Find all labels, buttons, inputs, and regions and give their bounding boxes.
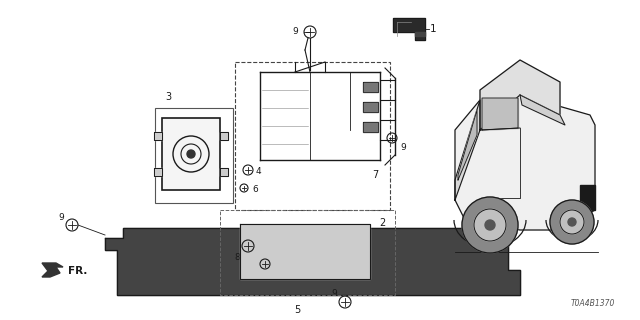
- Circle shape: [187, 150, 195, 158]
- Text: 9: 9: [58, 213, 64, 222]
- Text: 1: 1: [430, 24, 436, 34]
- Text: 9: 9: [292, 28, 298, 36]
- Polygon shape: [240, 224, 370, 279]
- Bar: [155, 108, 233, 203]
- Text: 3: 3: [165, 92, 171, 102]
- Polygon shape: [42, 263, 63, 277]
- Polygon shape: [415, 32, 425, 36]
- Text: 5: 5: [294, 305, 300, 315]
- Text: 9: 9: [400, 143, 406, 153]
- Polygon shape: [455, 95, 595, 230]
- Circle shape: [568, 218, 576, 226]
- Polygon shape: [480, 60, 560, 130]
- Polygon shape: [363, 82, 378, 92]
- Polygon shape: [363, 122, 378, 132]
- Bar: [162, 118, 220, 190]
- Text: 7: 7: [372, 170, 378, 180]
- Circle shape: [560, 210, 584, 234]
- Polygon shape: [455, 100, 480, 200]
- Text: T0A4B1370: T0A4B1370: [571, 299, 615, 308]
- Bar: [220, 210, 395, 295]
- Circle shape: [462, 197, 518, 253]
- Polygon shape: [154, 168, 162, 176]
- Circle shape: [485, 220, 495, 230]
- Text: 2: 2: [380, 218, 386, 228]
- Polygon shape: [458, 110, 477, 180]
- Polygon shape: [393, 18, 425, 40]
- Polygon shape: [580, 185, 595, 210]
- Text: 6: 6: [252, 186, 258, 195]
- Text: 8: 8: [234, 253, 240, 262]
- Polygon shape: [363, 102, 378, 112]
- Text: 9: 9: [332, 290, 337, 299]
- Polygon shape: [482, 98, 518, 130]
- Bar: [235, 62, 390, 210]
- Text: FR.: FR.: [68, 266, 88, 276]
- Text: 4: 4: [256, 167, 262, 177]
- Polygon shape: [220, 168, 228, 176]
- Polygon shape: [105, 228, 520, 295]
- Text: 8: 8: [250, 271, 256, 281]
- Polygon shape: [220, 132, 228, 140]
- Circle shape: [550, 200, 594, 244]
- Polygon shape: [520, 95, 565, 125]
- Circle shape: [474, 209, 506, 241]
- Polygon shape: [154, 132, 162, 140]
